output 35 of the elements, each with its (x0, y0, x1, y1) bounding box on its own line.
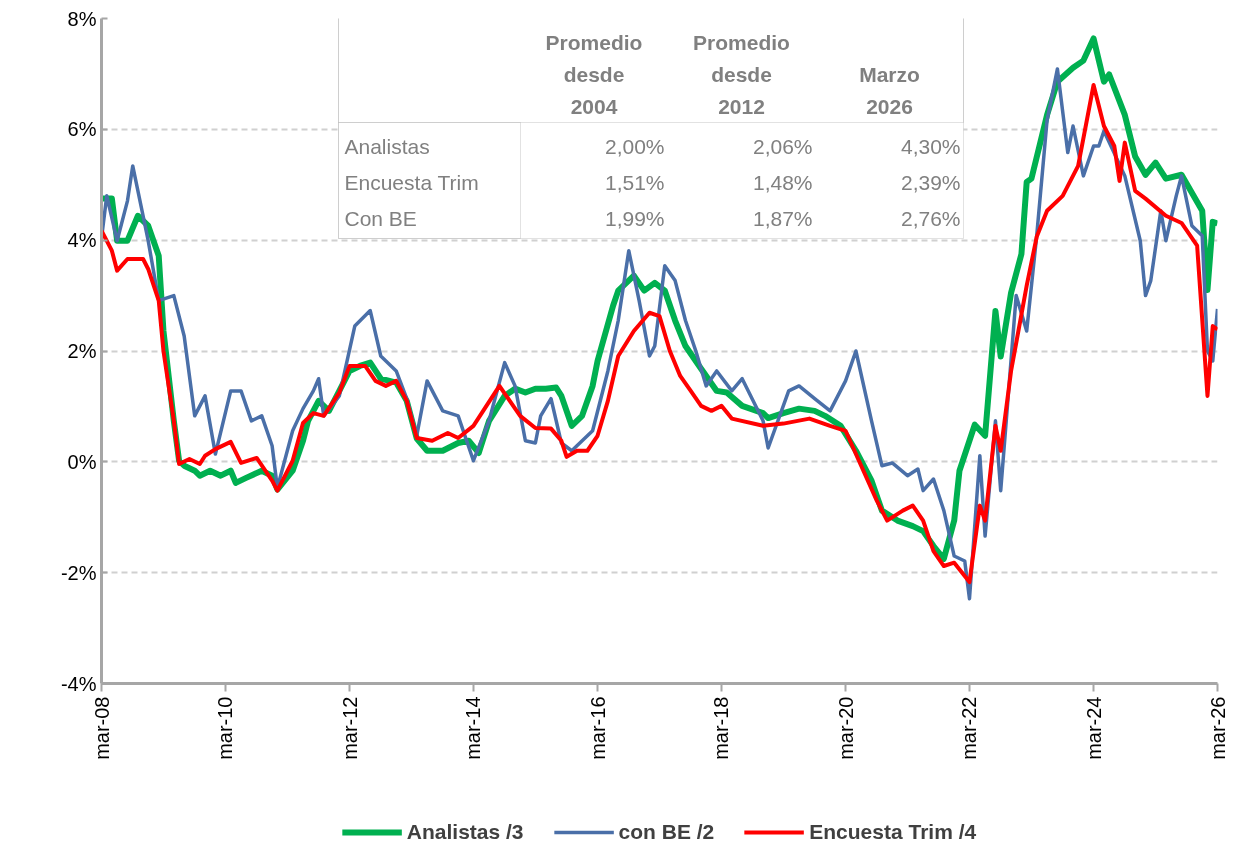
x-tick-label: mar-14 (462, 696, 485, 760)
x-tick-label: mar-24 (1082, 696, 1105, 760)
annotation: Analistas (344, 135, 430, 158)
legend-label: Encuesta Trim /4 (809, 820, 977, 844)
y-tick-label: -4% (60, 672, 97, 695)
annotation: Promedio desde 2012 (693, 31, 790, 119)
y-tick-label: -2% (60, 561, 97, 584)
x-tick-label: mar-26 (1206, 696, 1229, 760)
annotation: Promedio desde 2004 (545, 31, 643, 119)
y-tick-label: 8% (67, 7, 97, 30)
x-tick-label: mar-10 (214, 696, 237, 760)
annotation: 4,30% (900, 135, 961, 158)
annotation: 2,00% (604, 135, 665, 158)
y-tick-label: 0% (67, 450, 97, 473)
x-tick-label: mar-16 (586, 696, 609, 760)
annotation: 2,06% (752, 135, 813, 158)
y-tick-label: 4% (67, 229, 97, 252)
annotation: Encuesta Trim (344, 171, 479, 194)
annotation: 1,99% (604, 207, 665, 230)
x-tick-label: mar-22 (958, 696, 981, 760)
annotation: Marzo 2026 (859, 63, 920, 119)
x-tick-label: mar-20 (834, 696, 857, 760)
x-tick-label: mar-18 (710, 696, 733, 760)
annotation: 1,87% (752, 207, 813, 230)
annotation: 1,51% (604, 171, 665, 194)
legend-label: Analistas /3 (406, 820, 524, 844)
x-tick-label: mar-08 (90, 696, 113, 760)
y-tick-label: 2% (67, 340, 97, 362)
annotation: Con BE (344, 207, 417, 230)
annotation: 2,39% (900, 171, 961, 194)
annotation: 2,76% (900, 207, 961, 230)
y-tick-label: 6% (67, 118, 97, 141)
x-tick-label: mar-12 (338, 696, 361, 760)
annotation: 1,48% (752, 171, 813, 194)
legend-label: con BE /2 (618, 820, 715, 844)
